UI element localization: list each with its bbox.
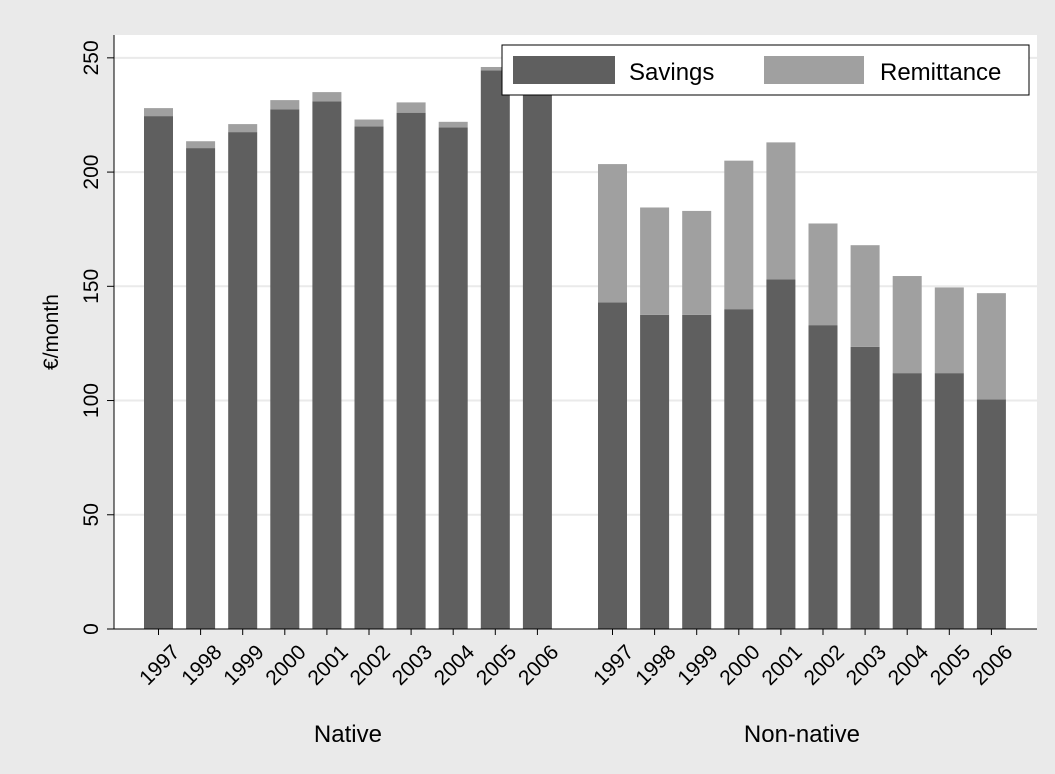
bar-native-2005-savings xyxy=(480,70,510,629)
group-label-0: Native xyxy=(314,721,382,748)
bar-native-1999-remittance xyxy=(228,124,258,133)
bar-non-native-2001-savings xyxy=(766,279,796,629)
bar-native-1998-savings xyxy=(186,148,216,630)
bar-non-native-1997-remittance xyxy=(598,164,627,303)
bar-non-native-2005-remittance xyxy=(934,287,964,374)
bar-non-native-2004-remittance xyxy=(892,276,922,374)
bar-native-2003-savings xyxy=(396,112,426,629)
bar-native-2003-remittance xyxy=(396,102,426,113)
bar-native-1998-remittance xyxy=(186,141,216,149)
bar-native-2001-savings xyxy=(312,101,342,629)
bar-non-native-1999-savings xyxy=(682,314,712,629)
y-tick-label-250: 250 xyxy=(80,40,103,75)
bar-native-2004-remittance xyxy=(438,121,468,128)
bar-non-native-2006-savings xyxy=(976,399,1006,629)
bar-non-native-1998-savings xyxy=(640,314,670,629)
bar-native-1997-remittance xyxy=(144,108,173,117)
group-label-1: Non-native xyxy=(744,721,860,748)
bar-non-native-2002-remittance xyxy=(808,223,838,326)
bar-native-2001-remittance xyxy=(312,92,342,102)
y-tick-label-100: 100 xyxy=(80,383,103,418)
bar-non-native-2005-savings xyxy=(934,373,964,629)
bar-native-2000-savings xyxy=(270,109,300,629)
legend-label-savings: Savings xyxy=(629,59,714,86)
y-axis-label: €/month xyxy=(40,294,63,370)
y-tick-label-50: 50 xyxy=(80,503,103,526)
bar-non-native-2000-savings xyxy=(724,309,754,629)
bar-native-1997-savings xyxy=(144,116,173,630)
y-tick-label-150: 150 xyxy=(80,269,103,304)
plot-area xyxy=(114,35,1037,629)
bar-native-2002-remittance xyxy=(354,119,384,127)
y-tick-label-0: 0 xyxy=(80,623,103,635)
legend-swatch-savings xyxy=(513,56,615,84)
bar-native-2004-savings xyxy=(438,127,468,630)
bar-non-native-2001-remittance xyxy=(766,142,796,280)
bar-native-2000-remittance xyxy=(270,100,300,110)
bar-non-native-2000-remittance xyxy=(724,160,754,310)
bar-non-native-1997-savings xyxy=(598,302,627,629)
legend-swatch-remittance xyxy=(764,56,864,84)
bar-native-2005-remittance xyxy=(480,66,510,71)
bar-native-1999-savings xyxy=(228,132,258,629)
bar-native-2002-savings xyxy=(354,126,384,629)
bar-non-native-1998-remittance xyxy=(640,207,670,315)
bar-non-native-2006-remittance xyxy=(976,293,1006,400)
bar-non-native-2004-savings xyxy=(892,373,922,629)
bar-non-native-2003-savings xyxy=(850,346,880,629)
bar-non-native-2003-remittance xyxy=(850,245,880,347)
y-tick-label-200: 200 xyxy=(80,155,103,190)
legend-label-remittance: Remittance xyxy=(880,59,1001,86)
bar-native-2006-savings xyxy=(522,85,552,629)
bar-non-native-1999-remittance xyxy=(682,210,712,315)
bar-non-native-2002-savings xyxy=(808,325,838,629)
